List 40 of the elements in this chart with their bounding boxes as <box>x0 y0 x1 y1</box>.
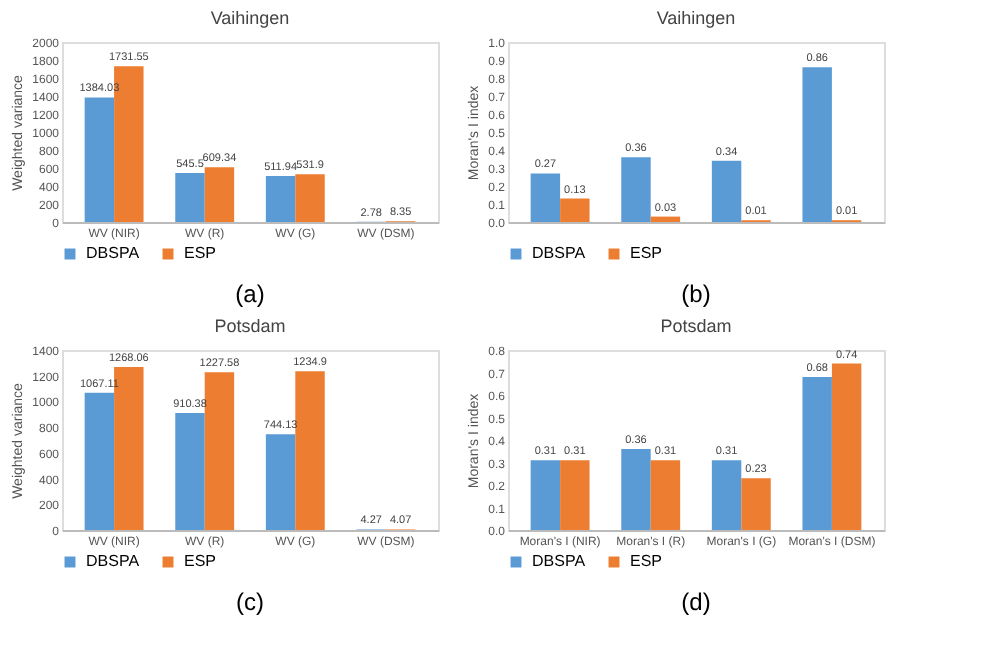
bar <box>265 434 296 530</box>
bar <box>741 478 771 530</box>
legend-label: DBSPA <box>86 244 141 262</box>
legend-label: ESP <box>184 552 217 570</box>
bar <box>530 173 561 222</box>
bar <box>621 157 651 222</box>
bar <box>650 460 681 530</box>
bar <box>802 377 832 530</box>
legend-label: ESP <box>630 244 663 262</box>
legend-label: DBSPA <box>86 552 141 570</box>
bar <box>802 67 832 222</box>
bar <box>204 167 235 222</box>
bar <box>621 449 651 530</box>
legend-label: ESP <box>630 552 663 570</box>
bar <box>711 160 742 222</box>
bar <box>711 460 742 530</box>
legend-label: DBSPA <box>532 244 587 262</box>
text: (d) <box>681 588 711 616</box>
bar <box>295 174 325 222</box>
text: (c) <box>236 588 264 616</box>
bar <box>175 172 205 222</box>
bar <box>530 460 561 530</box>
bar <box>295 371 325 530</box>
bar <box>650 216 681 222</box>
text: (b) <box>681 280 711 308</box>
chart-title: Potsdam <box>660 316 732 336</box>
bar <box>560 460 590 530</box>
bar <box>175 412 205 530</box>
bar <box>831 363 862 530</box>
chart-title: Potsdam <box>214 316 286 336</box>
text: (a) <box>235 280 265 308</box>
bar <box>204 372 235 530</box>
legend-label: DBSPA <box>532 552 587 570</box>
chart-title: Vaihingen <box>656 8 736 28</box>
bar <box>84 97 115 222</box>
bar <box>265 175 296 222</box>
bar <box>84 392 115 530</box>
legend-label: ESP <box>184 244 217 262</box>
chart-title: Vaihingen <box>210 8 290 28</box>
bar <box>560 198 590 222</box>
